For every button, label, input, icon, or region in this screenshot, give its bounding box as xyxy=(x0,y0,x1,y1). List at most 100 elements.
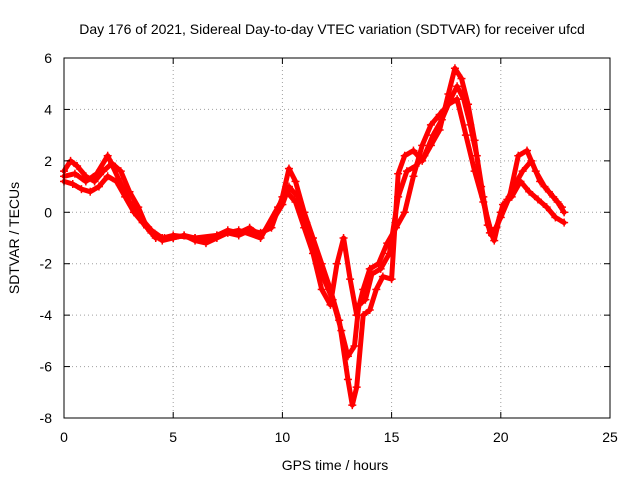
data-point xyxy=(514,151,523,160)
data-point xyxy=(531,167,540,176)
data-point xyxy=(372,285,381,294)
data-point xyxy=(557,203,566,212)
data-point xyxy=(333,259,341,268)
data-point xyxy=(490,236,499,245)
data-point xyxy=(365,264,374,273)
data-point xyxy=(551,213,560,222)
data-point xyxy=(81,177,90,186)
data-point xyxy=(234,226,243,235)
data-point xyxy=(560,218,569,227)
data-point xyxy=(291,177,300,186)
x-tick-label: 15 xyxy=(384,429,400,445)
data-point xyxy=(125,198,134,206)
chart-title: Day 176 of 2021, Sidereal Day-to-day VTE… xyxy=(79,21,585,37)
data-point xyxy=(374,259,383,268)
x-tick-label: 10 xyxy=(275,429,291,445)
ticks-layer: 0 5 10 15 20 25 -8 -6 -4 -2 0 2 4 6 xyxy=(40,50,618,445)
data-point xyxy=(291,198,300,206)
data-point xyxy=(348,401,357,410)
data-point xyxy=(346,275,355,284)
data-point xyxy=(470,167,479,176)
data-point xyxy=(479,198,488,206)
data-point xyxy=(284,182,293,191)
series-track-c xyxy=(60,95,566,320)
data-point xyxy=(103,151,112,160)
data-point xyxy=(116,167,125,176)
data-point xyxy=(378,272,387,281)
data-point xyxy=(418,141,427,150)
data-point xyxy=(429,131,438,140)
data-point xyxy=(409,146,418,155)
y-tick-label: -8 xyxy=(40,410,53,426)
data-point xyxy=(274,203,283,212)
data-point xyxy=(337,326,346,335)
data-point xyxy=(73,162,82,170)
series-track-b xyxy=(60,82,569,361)
data-point xyxy=(158,234,167,242)
data-point xyxy=(326,300,335,309)
data-point xyxy=(435,110,444,119)
y-tick-label: 6 xyxy=(44,50,52,66)
data-point xyxy=(92,169,101,178)
grid-layer xyxy=(64,58,610,418)
data-point xyxy=(518,167,527,176)
plot-frame xyxy=(63,57,611,419)
data-point xyxy=(343,352,352,361)
data-point xyxy=(488,231,497,240)
data-point xyxy=(523,146,532,155)
data-point xyxy=(426,120,435,129)
y-tick-label: -6 xyxy=(40,359,53,375)
data-point xyxy=(94,182,103,191)
data-point xyxy=(450,64,459,73)
data-point xyxy=(147,226,156,235)
series-line xyxy=(61,96,565,318)
data-point xyxy=(409,172,418,181)
data-point xyxy=(343,375,352,384)
data-point xyxy=(359,285,368,294)
data-point xyxy=(400,151,409,160)
data-point xyxy=(169,231,178,240)
data-point xyxy=(525,187,534,196)
data-point xyxy=(317,285,326,294)
data-point xyxy=(300,223,309,232)
data-point xyxy=(385,249,394,258)
data-point xyxy=(394,169,403,178)
data-point xyxy=(350,342,359,350)
data-point xyxy=(256,234,265,242)
data-point xyxy=(308,249,317,258)
data-point xyxy=(402,167,411,176)
data-point xyxy=(391,223,400,232)
data-point xyxy=(453,95,462,104)
data-point xyxy=(400,208,409,217)
x-tick-label: 5 xyxy=(169,429,177,445)
data-point xyxy=(293,192,302,201)
data-point xyxy=(212,231,221,240)
y-axis-label: SDTVAR / TECUs xyxy=(6,182,22,294)
data-point xyxy=(68,180,77,188)
data-point xyxy=(533,195,542,204)
y-tick-label: 2 xyxy=(44,153,52,169)
data-point xyxy=(444,100,453,109)
data-point xyxy=(461,131,470,140)
series-layer xyxy=(60,64,569,410)
data-point xyxy=(284,164,293,173)
data-point xyxy=(560,208,569,217)
x-axis-label: GPS time / hours xyxy=(282,457,389,473)
data-point xyxy=(387,275,396,284)
data-point xyxy=(365,306,374,314)
data-point xyxy=(376,264,385,273)
x-tick-label: 0 xyxy=(60,429,68,445)
data-point xyxy=(542,203,551,212)
data-point xyxy=(496,213,505,222)
data-point xyxy=(86,187,95,196)
series-line xyxy=(61,65,567,408)
data-point xyxy=(90,177,99,186)
data-point xyxy=(114,174,123,183)
data-point xyxy=(472,151,481,160)
x-tick-label: 20 xyxy=(493,429,509,445)
data-point xyxy=(457,74,466,83)
y-tick-label: 0 xyxy=(44,204,52,220)
data-point xyxy=(103,172,112,181)
data-point xyxy=(70,169,79,178)
